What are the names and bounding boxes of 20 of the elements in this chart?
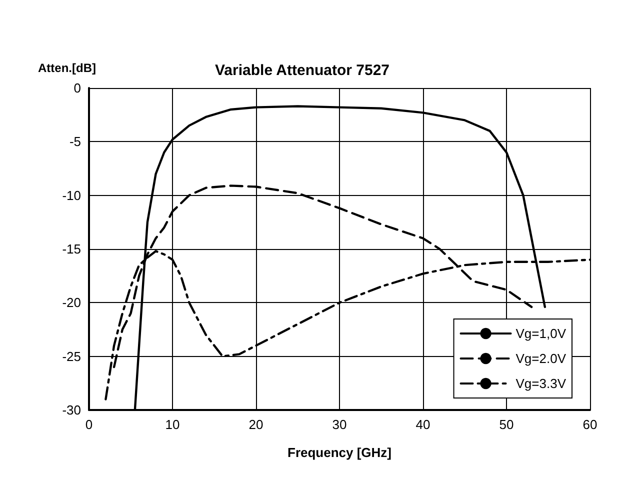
x-axis-title: Frequency [GHz] bbox=[287, 445, 392, 460]
x-tick-label: 10 bbox=[165, 417, 180, 432]
legend-label: Vg=1,0V bbox=[516, 326, 566, 341]
y-axis-title: Atten.[dB] bbox=[38, 61, 96, 75]
y-tick-label: 0 bbox=[74, 80, 81, 96]
y-tick-label: -10 bbox=[62, 188, 81, 203]
y-tick-label: -20 bbox=[62, 295, 81, 310]
y-tick-label: -15 bbox=[62, 242, 81, 256]
x-tick-label: 40 bbox=[416, 417, 430, 432]
x-tick-label: 60 bbox=[582, 417, 598, 432]
x-tick-label: 30 bbox=[332, 417, 347, 432]
x-tick-label: 0 bbox=[85, 417, 93, 432]
x-tick-label: 20 bbox=[248, 417, 264, 432]
y-tick-label: -25 bbox=[62, 348, 81, 364]
x-tick-label: 50 bbox=[499, 417, 514, 432]
legend-label: Vg=3.3V bbox=[516, 376, 566, 391]
legend-label: Vg=2.0V bbox=[516, 351, 566, 366]
y-tick-label: -5 bbox=[69, 134, 81, 150]
y-tick-label: -30 bbox=[62, 402, 81, 418]
chart-title: Variable Attenuator 7527 bbox=[215, 62, 390, 79]
